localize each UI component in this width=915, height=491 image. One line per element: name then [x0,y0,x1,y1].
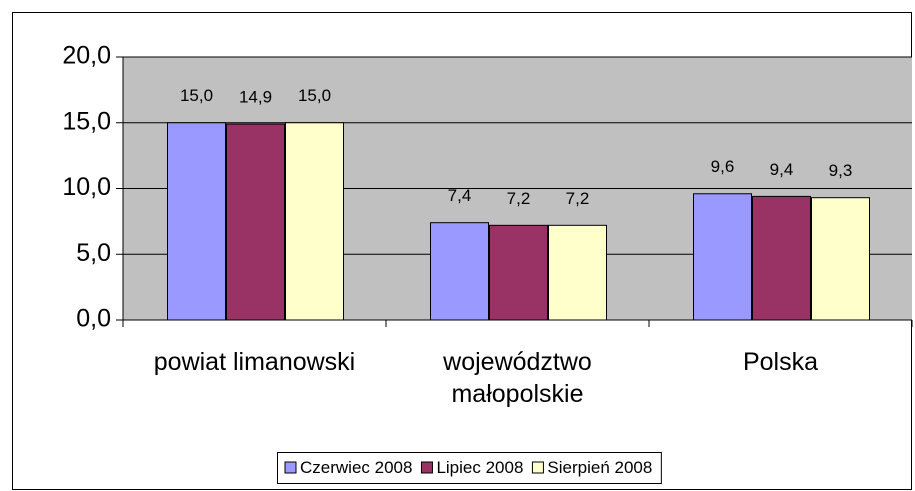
bar [167,122,226,321]
legend-swatch [284,461,297,474]
bar [285,122,344,321]
bar [430,222,489,321]
legend-label: Sierpień 2008 [547,458,652,477]
data-label: 7,2 [507,189,531,208]
bar [489,224,548,321]
legend-swatch [420,461,433,474]
x-tick-label: powiat limanowski [153,348,356,376]
data-label: 9,6 [711,157,735,176]
y-tick-label: 0,0 [76,305,111,333]
bar [693,193,752,321]
legend-swatch [531,461,544,474]
data-label: 14,9 [239,88,272,107]
legend [277,452,662,484]
legend-label: Lipiec 2008 [436,458,523,477]
bar [548,224,607,321]
bar [811,197,870,321]
y-tick-label: 10,0 [62,173,111,201]
y-tick-label: 5,0 [76,239,111,267]
bar [226,123,285,321]
y-tick-label: 15,0 [62,107,111,135]
data-label: 9,4 [770,160,794,179]
data-label: 15,0 [180,86,213,105]
y-tick-label: 20,0 [62,42,111,70]
x-tick-label: Polska [742,348,819,376]
data-label: 15,0 [298,86,331,105]
data-label: 9,3 [829,161,853,180]
legend-label: Czerwiec 2008 [300,458,412,477]
bar [752,195,811,321]
data-label: 7,4 [448,186,472,205]
x-tick-label: województwo małopolskie [443,348,592,408]
data-label: 7,2 [566,189,590,208]
